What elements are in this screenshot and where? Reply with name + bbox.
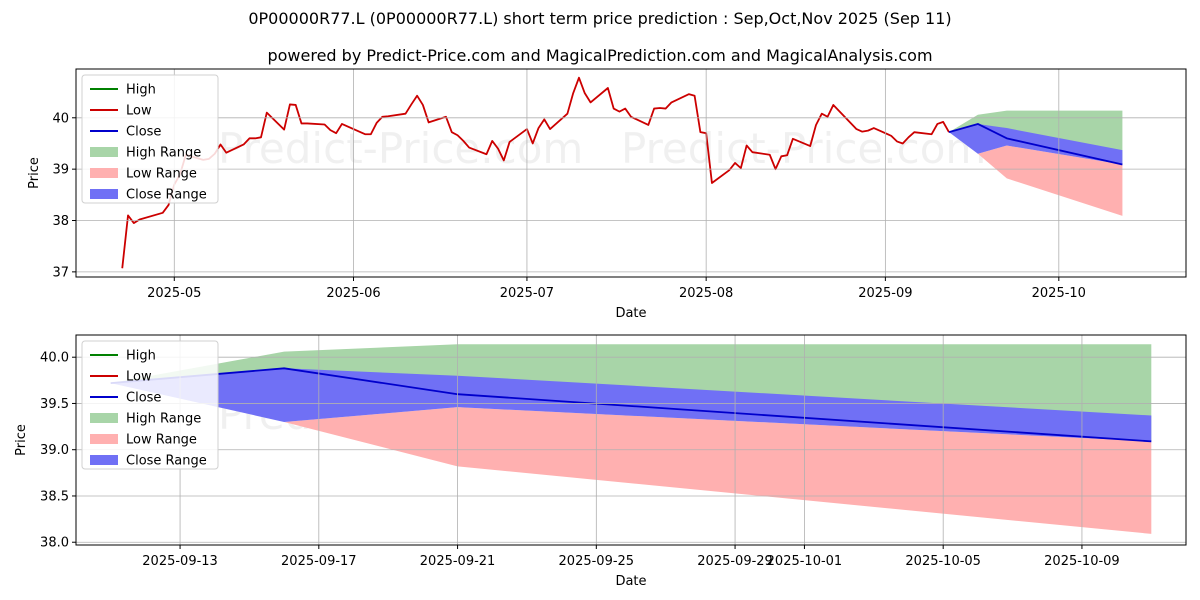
chart-subtitle: powered by Predict-Price.com and Magical…	[267, 46, 933, 65]
legend-label-low-range: Low Range	[126, 167, 197, 182]
x-tick-label: 2025-10	[1032, 286, 1086, 301]
y-tick-label: 38.5	[40, 489, 69, 504]
legend-label-close-range: Close Range	[126, 454, 207, 469]
plot-frame	[75, 334, 1187, 546]
x-tick-label: 2025-09-17	[281, 554, 357, 569]
legend-swatch-low-range	[90, 168, 118, 178]
y-tick-label: 37	[52, 265, 69, 280]
legend: High Low Close High Range Low Range Close Ran…	[81, 340, 219, 470]
legend-label-low: Low	[126, 104, 152, 119]
y-tick-label: 38.0	[40, 536, 69, 551]
legend-swatch-high-range	[90, 413, 118, 423]
x-axis-label: Date	[615, 306, 646, 321]
plot-area-2: Predict-Price.comPredict-Price.comPredic…	[110, 344, 1152, 589]
plot-area-1: Predict-Price.com Predict-Price.com Predic…	[121, 76, 1123, 323]
x-axis-label: Date	[615, 574, 646, 589]
legend: High Low Close High Range Low Range Close Ran…	[81, 74, 219, 204]
legend-label-low: Low	[126, 370, 152, 385]
x-tick-label: 2025-10-09	[1044, 554, 1120, 569]
legend-label-high-range: High Range	[126, 412, 201, 427]
x-tick-label: 2025-07	[500, 286, 554, 301]
watermark-text: Predict-Price.com	[218, 274, 583, 323]
legend-label-close: Close	[126, 391, 161, 406]
legend-label-high: High	[126, 83, 156, 98]
x-tick-label: 2025-09-21	[420, 554, 496, 569]
legend-label-close-range: Close Range	[126, 188, 207, 203]
x-tick-label: 2025-09-25	[559, 554, 635, 569]
x-tick-label: 2025-10-01	[767, 554, 843, 569]
close-series-line	[948, 123, 1123, 166]
legend-label-low-range: Low Range	[126, 433, 197, 448]
y-tick-label: 39.5	[40, 397, 69, 412]
y-tick-label: 40	[52, 111, 69, 126]
x-tick-label: 2025-09	[858, 286, 912, 301]
y-axis-label: Price	[14, 424, 29, 456]
low-range-area	[948, 132, 1123, 216]
watermark-text: Predict-Price.com	[621, 124, 986, 173]
low-series-line	[121, 76, 950, 269]
chart-title: 0P00000R77.L (0P00000R77.L) short term p…	[248, 9, 952, 28]
watermark-text: Predict-Price.com	[218, 540, 583, 589]
x-tick-label: 2025-10-05	[905, 554, 981, 569]
legend-label-close: Close	[126, 125, 161, 140]
legend-swatch-low-range	[90, 434, 118, 444]
x-tick-label: 2025-08	[679, 286, 733, 301]
x-tick-label: 2025-09-13	[142, 554, 218, 569]
x-tick-label: 2025-06	[326, 286, 380, 301]
y-tick-label: 39.0	[40, 443, 69, 458]
legend-label-high-range: High Range	[126, 146, 201, 161]
legend-swatch-high-range	[90, 147, 118, 157]
plot-frame	[75, 68, 1187, 278]
legend-label-high: High	[126, 349, 156, 364]
x-tick-label: 2025-09-29	[697, 554, 773, 569]
y-tick-label: 39	[52, 163, 69, 178]
legend-swatch-close-range	[90, 455, 118, 465]
watermark-text: Predict-Price.com	[621, 274, 986, 323]
y-axis-label: Price	[27, 157, 42, 189]
y-tick-label: 40.0	[40, 351, 69, 366]
x-tick-label: 2025-05	[147, 286, 201, 301]
y-tick-label: 38	[52, 214, 69, 229]
legend-swatch-close-range	[90, 189, 118, 199]
